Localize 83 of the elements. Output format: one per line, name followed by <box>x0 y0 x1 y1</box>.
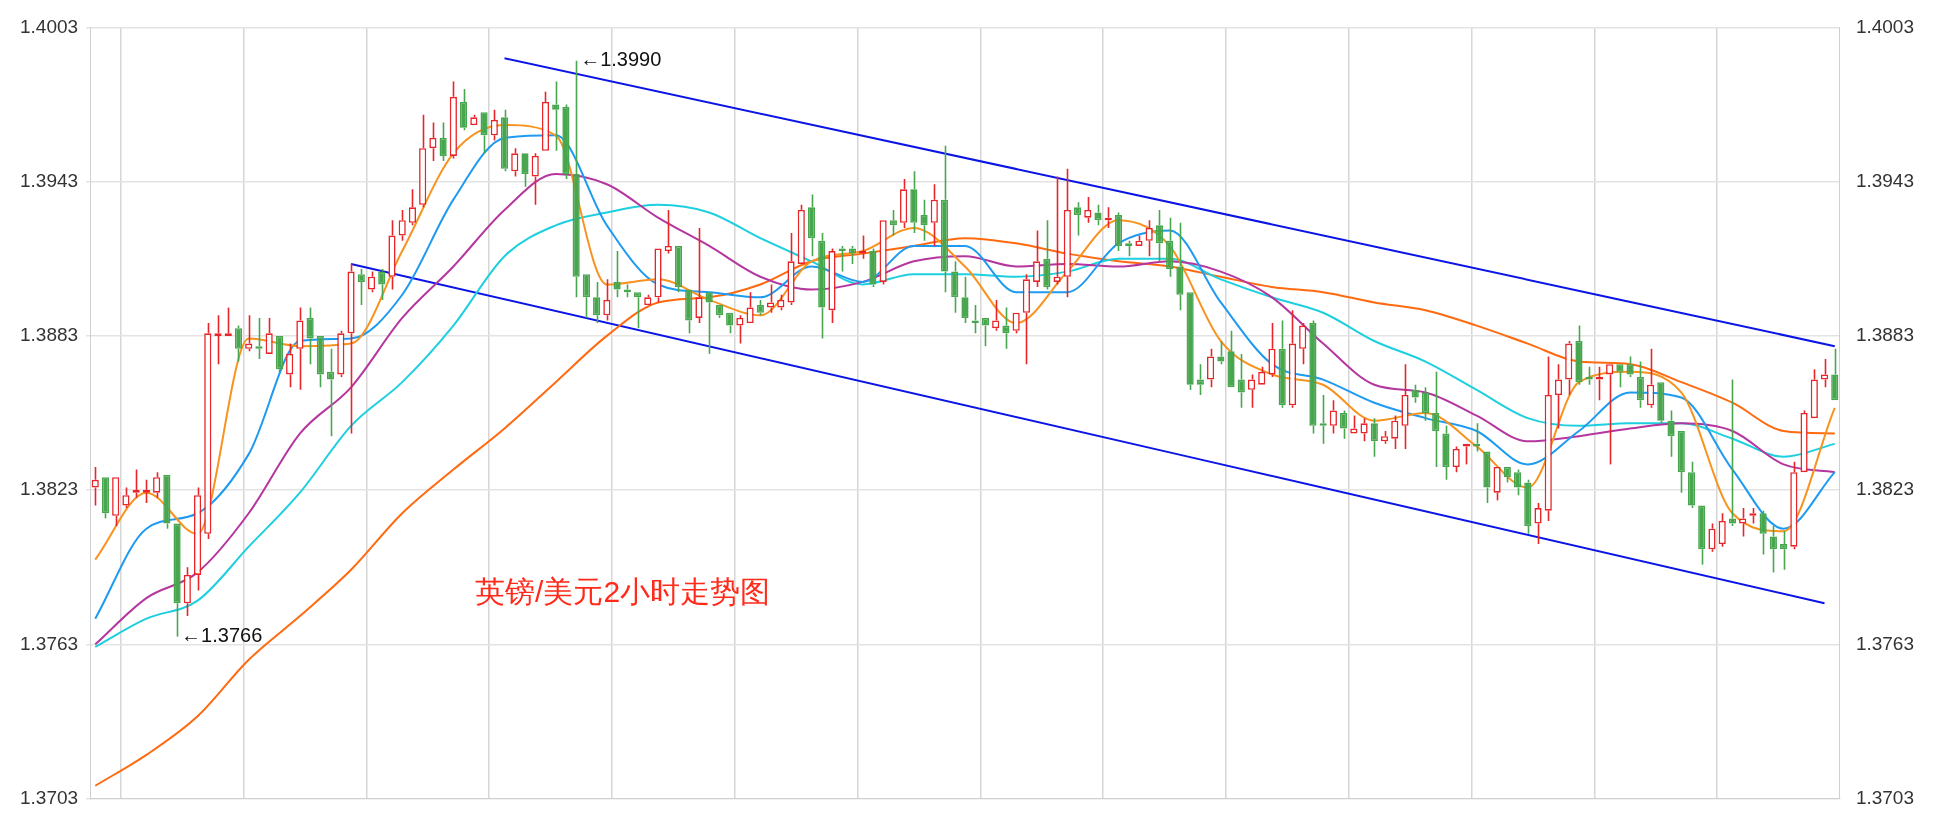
candlestick <box>992 299 1000 332</box>
candlestick <box>531 152 539 206</box>
candlestick <box>1268 322 1276 378</box>
candlestick <box>419 114 427 209</box>
candlestick <box>1176 221 1184 311</box>
candlestick <box>1544 355 1552 522</box>
candlestick <box>889 209 897 237</box>
candlestick <box>633 292 642 329</box>
candlestick <box>327 347 335 437</box>
y2-tick-label: 1.3703 <box>1855 786 1915 808</box>
candlestick <box>910 170 918 234</box>
candlestick <box>767 283 775 314</box>
y2-tick-label: 1.3823 <box>1855 478 1915 500</box>
candlestick <box>1053 175 1061 286</box>
y2-tick-label: 1.3943 <box>1855 169 1915 191</box>
candlestick <box>245 314 253 353</box>
candlestick <box>1780 530 1788 571</box>
y-tick-label: 1.3703 <box>19 786 79 808</box>
line-series <box>94 237 1836 787</box>
candlestick <box>1534 502 1542 545</box>
candlestick <box>439 121 447 162</box>
candlestick <box>1401 363 1409 450</box>
y-tick-label: 1.4003 <box>19 15 79 37</box>
candlestick <box>296 306 304 391</box>
candlestick <box>1033 229 1041 288</box>
candlestick <box>1370 417 1378 458</box>
candlestick <box>1432 371 1440 468</box>
candlestick <box>1647 347 1655 409</box>
y-tick-label: 1.3823 <box>19 478 79 500</box>
candlestick <box>613 250 621 299</box>
y-tick-label: 1.3763 <box>19 632 79 654</box>
candlestick <box>388 219 396 291</box>
candlestick <box>1606 364 1614 466</box>
candlestick <box>1022 273 1030 365</box>
candlestick <box>572 60 580 299</box>
candlestick <box>1667 409 1675 458</box>
candlestick <box>1145 219 1153 257</box>
candlestick <box>951 260 959 314</box>
annotation: 英镑/美元2小时走势图 <box>475 575 771 609</box>
candlestick <box>930 183 938 247</box>
candlestick <box>1063 167 1071 299</box>
candlestick <box>1728 378 1737 527</box>
candlestick <box>1043 219 1051 291</box>
candlestick <box>1769 525 1777 574</box>
candlestick <box>1442 425 1450 481</box>
candlestick <box>1288 309 1297 409</box>
candlestick <box>1166 216 1174 278</box>
candlestick <box>736 314 744 345</box>
candlestick <box>408 188 417 227</box>
y2-tick-label: 1.4003 <box>1855 15 1915 37</box>
candlestick <box>940 144 949 293</box>
candlestick <box>603 278 611 322</box>
candlestick <box>193 486 202 592</box>
candlestick <box>1739 507 1747 538</box>
candlestick <box>787 232 795 306</box>
candlestick <box>1820 358 1829 389</box>
candlestick <box>695 227 703 324</box>
candlestick <box>1759 509 1767 556</box>
candlestick <box>1227 329 1235 388</box>
candlestick <box>1278 319 1286 409</box>
y-tick-label: 1.3883 <box>19 324 79 346</box>
annotation: ←1.3766 <box>181 624 263 647</box>
annotation: ←1.3990 <box>580 48 662 71</box>
candlestick <box>183 566 191 617</box>
candlestick <box>920 198 928 242</box>
candlestick <box>1196 363 1204 396</box>
candlestick <box>306 306 314 365</box>
candlestick <box>286 342 294 389</box>
candlestick <box>347 263 355 435</box>
y2-tick-label: 1.3883 <box>1855 324 1915 346</box>
candlestick <box>173 523 181 638</box>
candlestick <box>961 275 969 324</box>
y-tick-label: 1.3943 <box>19 169 79 191</box>
candlestick <box>1831 347 1839 401</box>
candlestick <box>705 292 713 355</box>
y2-tick-label: 1.3763 <box>1855 632 1915 654</box>
candlestick <box>1636 360 1644 409</box>
candlestick <box>818 232 826 340</box>
candlestick <box>1237 353 1245 409</box>
candlestick <box>552 80 560 152</box>
candlestick <box>593 281 601 324</box>
candlestick <box>1002 306 1010 350</box>
candlestick <box>1155 209 1163 263</box>
